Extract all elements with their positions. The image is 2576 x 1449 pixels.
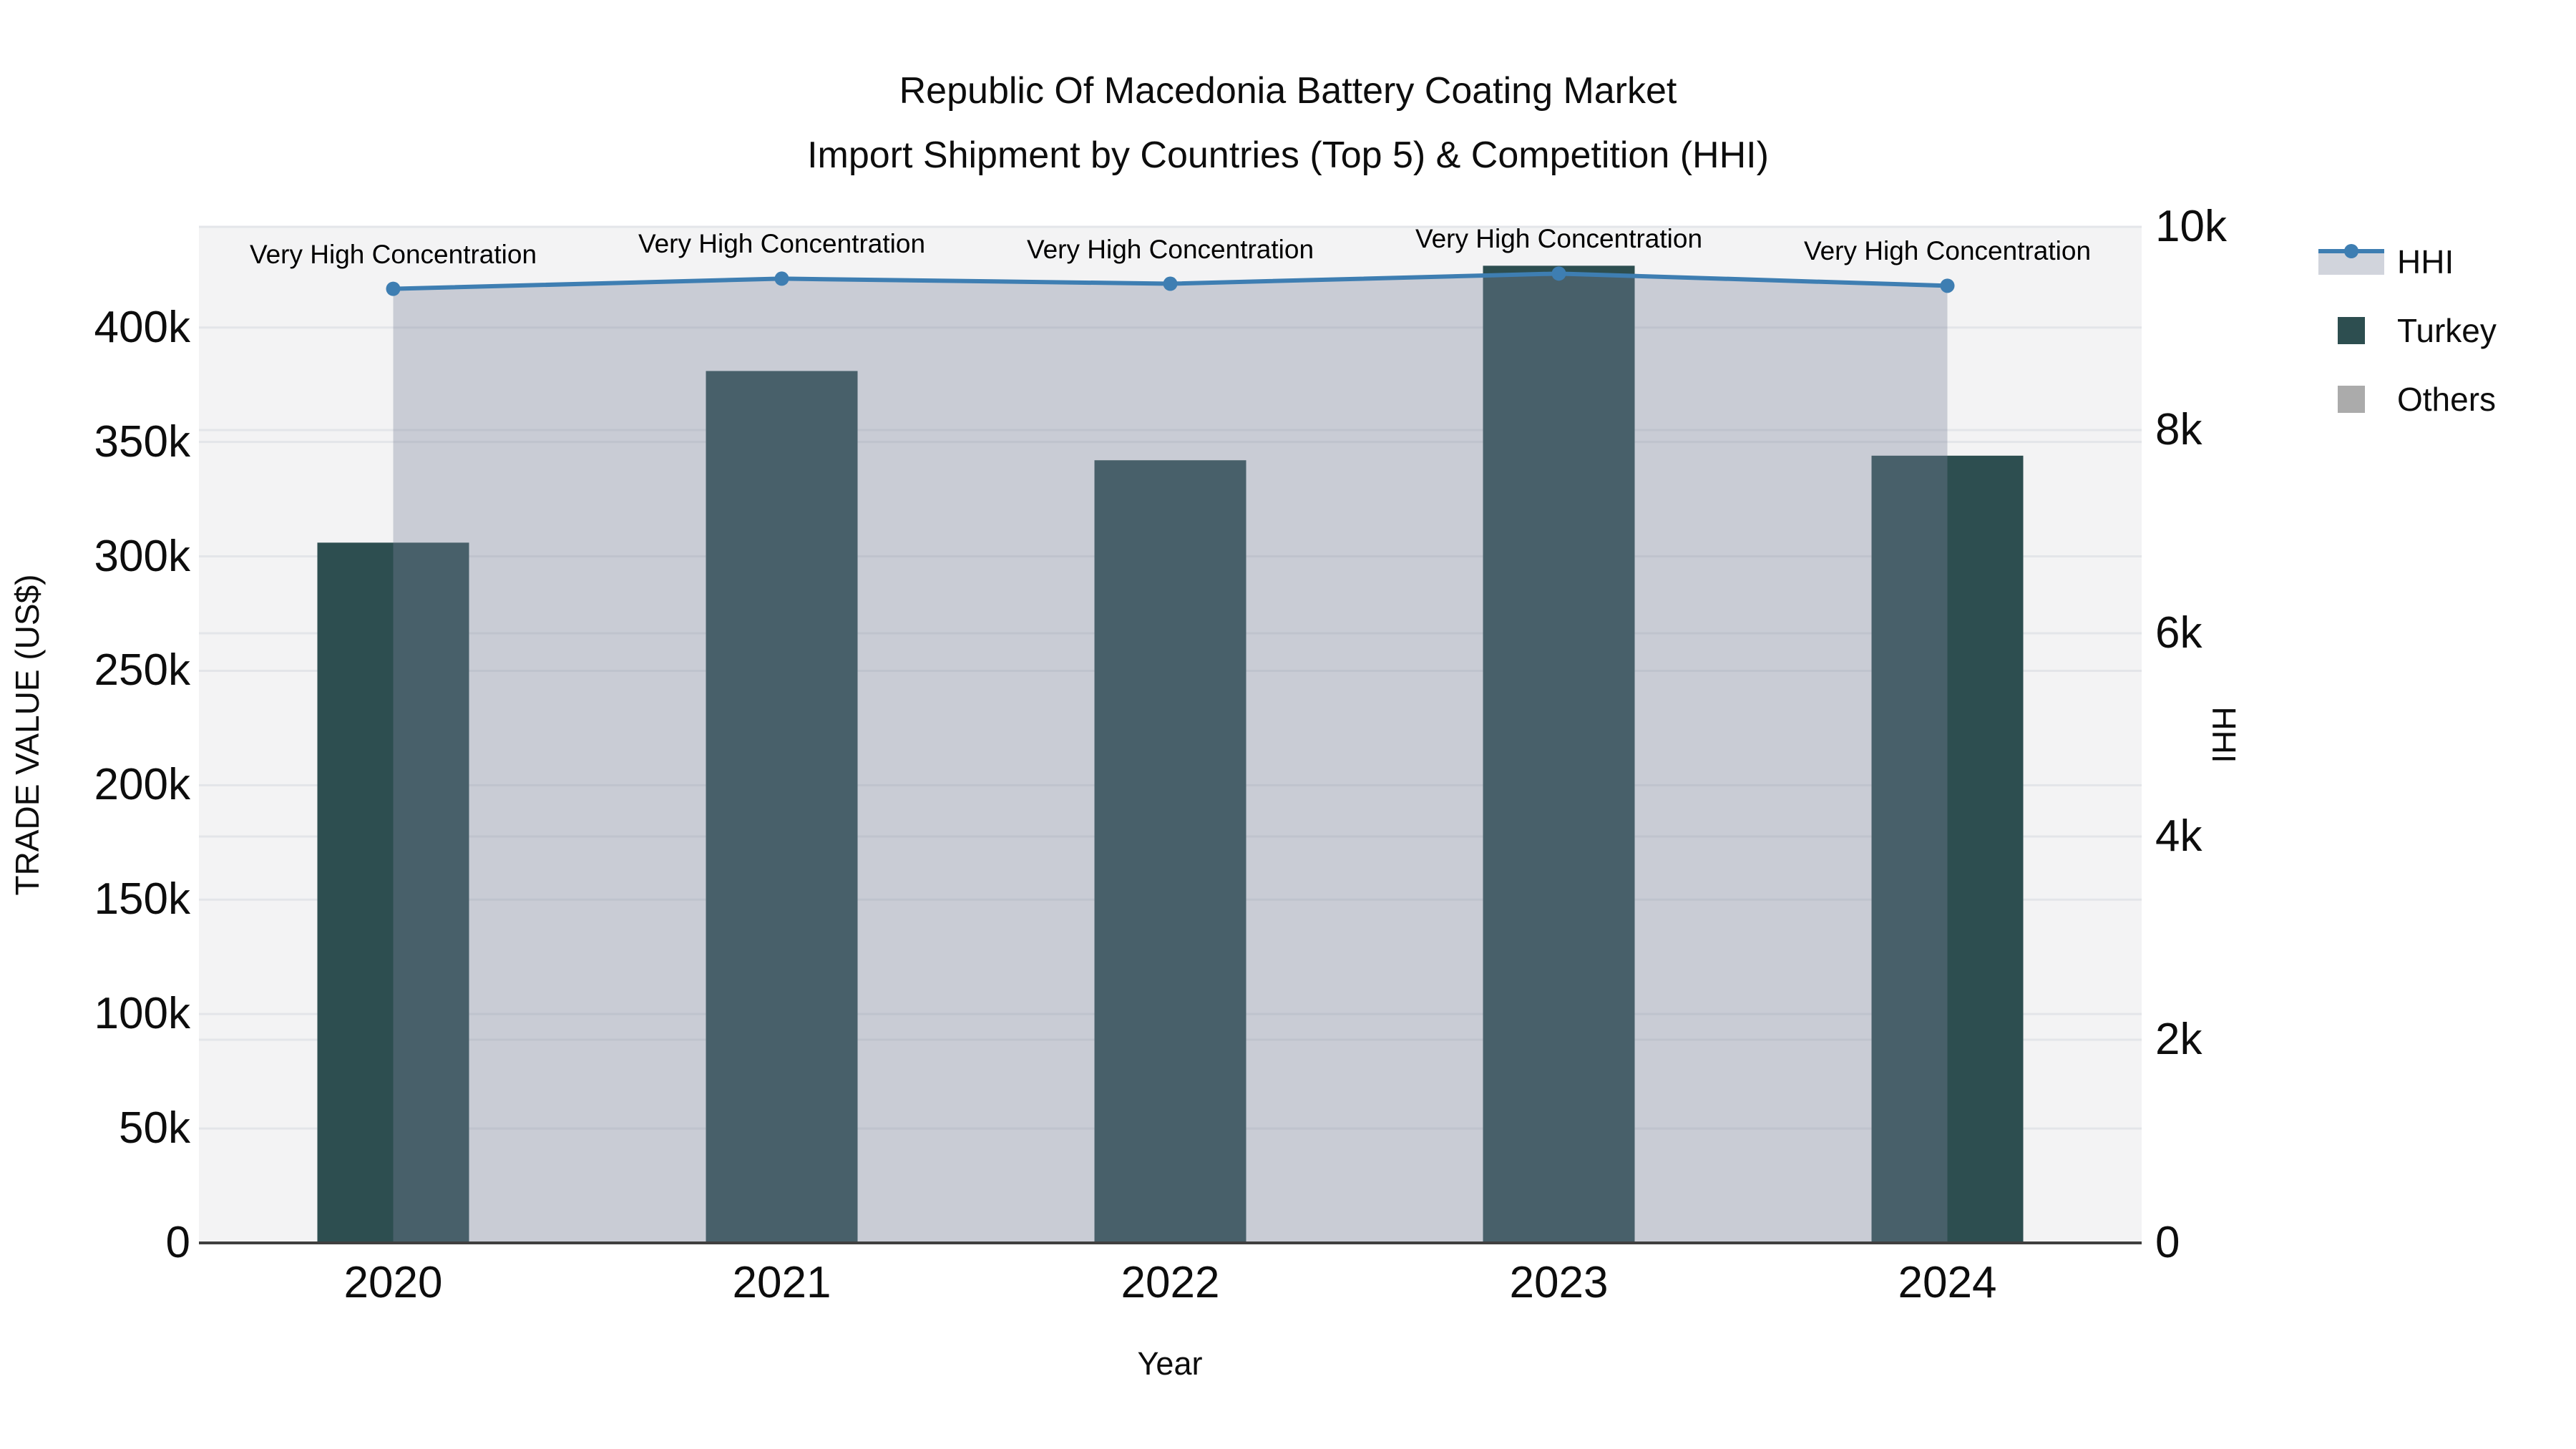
bar-turkey-2024[interactable]: [1871, 455, 2024, 1243]
annotation-2020: Very High Concentration: [249, 239, 537, 269]
bar-turkey-2023[interactable]: [1483, 265, 1635, 1243]
legend-item-turkey[interactable]: Turkey: [2318, 296, 2497, 365]
y-left-tick-200k: 200k: [94, 760, 190, 810]
y-right-tick-10k: 10k: [2155, 202, 2227, 251]
x-tick-2022: 2022: [1121, 1258, 1220, 1307]
y-axis-right-title: HHI: [2205, 706, 2243, 763]
y-right-tick-0: 0: [2155, 1218, 2180, 1267]
legend-item-hhi[interactable]: HHI: [2318, 228, 2497, 296]
annotation-2022: Very High Concentration: [1026, 234, 1314, 264]
chart-title-line2: Import Shipment by Countries (Top 5) & C…: [807, 135, 1769, 176]
bar-turkey-2020[interactable]: [317, 542, 469, 1243]
hhi-marker-2022[interactable]: [1163, 276, 1178, 291]
hhi-area-fill: [393, 273, 1948, 1243]
legend-label-hhi: HHI: [2397, 243, 2454, 280]
turkey-swatch-icon: [2318, 317, 2384, 344]
legend: HHI Turkey Others: [2318, 228, 2497, 434]
y-left-tick-300k: 300k: [94, 531, 190, 581]
y-left-tick-150k: 150k: [94, 874, 190, 924]
annotation-2021: Very High Concentration: [638, 229, 926, 259]
hhi-marker-2024[interactable]: [1940, 278, 1955, 293]
y-right-tick-4k: 4k: [2155, 811, 2202, 861]
chart-title-line1: Republic Of Macedonia Battery Coating Ma…: [899, 70, 1677, 112]
legend-item-others[interactable]: Others: [2318, 365, 2497, 434]
hhi-line-icon: [2318, 244, 2384, 275]
y-right-tick-6k: 6k: [2155, 608, 2202, 658]
y-left-tick-100k: 100k: [94, 989, 190, 1039]
legend-label-turkey: Turkey: [2397, 312, 2497, 349]
y-right-tick-8k: 8k: [2155, 405, 2202, 454]
hhi-marker-2020[interactable]: [386, 281, 401, 296]
y-left-tick-350k: 350k: [94, 416, 190, 467]
x-axis-title: Year: [1137, 1345, 1203, 1382]
x-tick-2023: 2023: [1509, 1258, 1609, 1307]
annotation-2024: Very High Concentration: [1803, 236, 2092, 266]
annotation-2023: Very High Concentration: [1415, 224, 1703, 254]
y-left-tick-0: 0: [165, 1218, 190, 1267]
y-left-tick-400k: 400k: [94, 302, 190, 352]
chart-title: Republic Of Macedonia Battery Coating Ma…: [0, 59, 2576, 187]
x-tick-2024: 2024: [1898, 1258, 1997, 1307]
y-right-tick-2k: 2k: [2155, 1015, 2202, 1064]
legend-label-others: Others: [2397, 381, 2497, 418]
y-left-tick-250k: 250k: [94, 645, 190, 696]
bar-turkey-2021[interactable]: [706, 371, 858, 1243]
bar-turkey-2022[interactable]: [1094, 460, 1246, 1243]
hhi-marker-2021[interactable]: [774, 271, 789, 286]
others-swatch-icon: [2318, 386, 2384, 413]
y-left-tick-50k: 50k: [119, 1103, 190, 1153]
y-axis-left-title: TRADE VALUE (US$): [9, 574, 46, 896]
x-tick-2021: 2021: [732, 1258, 831, 1307]
x-tick-2020: 2020: [343, 1258, 443, 1307]
hhi-marker-2023[interactable]: [1551, 266, 1566, 281]
